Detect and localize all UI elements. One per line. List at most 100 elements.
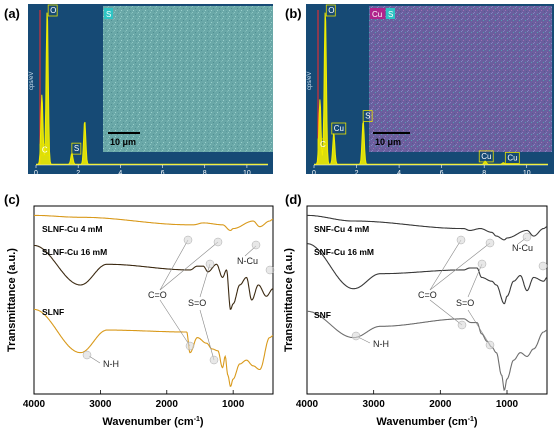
eds-b-map-label-s-box: [386, 8, 395, 19]
ftir-c-annot-so: S=O: [188, 298, 206, 308]
eds-b-peak-label-box: [504, 152, 520, 164]
eds-b-scale-bar: 10 μm: [373, 132, 410, 147]
eds-a-scale-bar: 10 μm: [108, 132, 140, 147]
ftir-c-series-label-3: SLNF: [42, 307, 64, 317]
ftir-c-marker-8: [82, 350, 92, 360]
eds-a-x-tick-label: 10: [243, 170, 251, 177]
ftir-c-series-label-1: SLNF-Cu 4 mM: [42, 224, 102, 234]
eds-b-map-label-cu-box: [370, 8, 385, 19]
ftir-c-annot-ncu: N-Cu: [237, 256, 258, 266]
eds-b-peak-label: O: [328, 6, 334, 15]
eds-a-map: [103, 6, 273, 152]
eds-b-map-label-s-text: S: [388, 10, 393, 19]
eds-a-ylabel: cps/eV: [29, 72, 35, 90]
eds-a-peak-labels: C O S: [39, 4, 82, 156]
ftir-c-series-line-1: [34, 214, 274, 231]
eds-b-x-ticks: 0 2 4 6 8 10: [312, 164, 548, 177]
ftir-c-x-tick-label: 3000: [89, 399, 112, 410]
ftir-c-marker-3: [251, 240, 261, 250]
panel-b: (b) cps/eV 0 2 4 6 8 10 C O Cu S Cu Cu Cu S 10 μm: [285, 4, 554, 177]
ftir-c-x-ticks: 4000 3000 2000 1000: [23, 390, 245, 410]
ftir-c-leader-4: [199, 263, 211, 298]
ftir-d-marker-5: [477, 259, 487, 269]
ftir-c-series-label-2: SLNF-Cu 16 mM: [42, 247, 107, 257]
ftir-d-marker-4: [538, 261, 548, 271]
ftir-d-marker-8: [351, 331, 361, 341]
ftir-c-x-tick-label: 2000: [156, 399, 179, 410]
panel-a-letter: (a): [4, 6, 20, 21]
eds-a-peak-label: S: [74, 144, 79, 153]
eds-a-peak-label-box: [47, 4, 58, 17]
ftir-d-x-ticks: 4000 3000 2000 1000: [296, 390, 519, 410]
eds-b-peak-label-box: [362, 110, 373, 122]
panel-a: (a) cps/eV 0 2 4 6 8 10 C O S S 10 μm: [4, 4, 273, 177]
ftir-d-series-label-1: SNF-Cu 4 mM: [314, 224, 369, 234]
ftir-d-series-line-2: [307, 243, 548, 305]
ftir-d-series-label-3: SNF: [314, 310, 331, 320]
panel-b-letter: (b): [285, 6, 302, 21]
eds-a-scale-text: 10 μm: [110, 137, 136, 147]
ftir-d-leader-5: [467, 309, 491, 346]
ftir-c-series-line-3: [34, 308, 274, 388]
eds-a-spectrum: [36, 12, 268, 165]
ftir-d-leader-3: [429, 299, 463, 326]
eds-a-x-ticks: 0 2 4 6 8 10: [34, 164, 268, 177]
ftir-c-xlabel-sup: -1: [194, 416, 200, 423]
ftir-d-series-label-2: SNF-Cu 16 mM: [314, 247, 374, 257]
eds-a-peak-label-box: [71, 142, 82, 155]
eds-b-x-tick-label: 0: [312, 170, 316, 177]
ftir-c-frame: [33, 205, 274, 395]
eds-b-peak-label-box: [317, 138, 328, 151]
eds-b-map-label-s: S: [386, 8, 395, 19]
ftir-d-xlabel: Wavenumber (cm-1): [376, 416, 478, 428]
panel-d: (d) 4000 3000 2000 1000 Transmittance (a.u.…: [283, 192, 548, 428]
eds-b-peak-label-box: [331, 122, 347, 135]
ftir-c-xlabel-close: ): [200, 416, 204, 428]
ftir-d-ylabel: Transmittance (a.u.): [283, 248, 295, 352]
eds-b-ylabel: cps/eV: [307, 72, 313, 90]
ftir-d-series-line-3: [307, 310, 548, 392]
eds-b-peak-label-box: [478, 150, 494, 163]
ftir-c-x-tick-label: 1000: [222, 399, 245, 410]
ftir-c-annot-nh: N-H: [103, 359, 119, 369]
eds-a-peak-label: C: [42, 145, 48, 154]
eds-a-x-tick-label: 8: [203, 170, 207, 177]
ftir-d-leader-1: [429, 239, 462, 291]
ftir-d-marker-3: [522, 232, 532, 242]
ftir-d-annot-so: S=O: [456, 298, 474, 308]
eds-a-peak-label: O: [50, 6, 56, 15]
eds-b-peak-label: S: [365, 112, 370, 121]
eds-b-peak-labels: C O Cu S Cu Cu: [317, 4, 520, 164]
panel-c-letter: (c): [4, 192, 20, 207]
eds-a-x-tick-label: 0: [34, 170, 38, 177]
panel-d-letter: (d): [285, 192, 302, 207]
eds-a-x-tick-label: 6: [161, 170, 165, 177]
ftir-c-marker-1: [183, 235, 193, 245]
ftir-c-curves: [34, 214, 274, 388]
panel-c: (c) 4000 3000 2000 1000 Transmittance (a.u.…: [4, 192, 275, 428]
ftir-d-marker-7: [485, 340, 495, 350]
ftir-c-annot-co: C=O: [148, 290, 167, 300]
ftir-d-xlabel-close: ): [474, 416, 478, 428]
ftir-c-marker-6: [185, 341, 195, 351]
ftir-d-xlabel-sup: -1: [468, 416, 474, 423]
eds-a-x-tick-label: 4: [118, 170, 122, 177]
eds-b-map-label-cu: Cu: [370, 8, 385, 19]
eds-b-peak-label: Cu: [334, 124, 344, 133]
ftir-d-leader-7: [357, 336, 371, 344]
eds-b-map: [369, 6, 552, 152]
ftir-c-xlabel-main: Wavenumber (cm: [102, 416, 194, 428]
eds-b-x-tick-label: 6: [440, 170, 444, 177]
ftir-d-x-tick-label: 4000: [296, 399, 319, 410]
ftir-d-frame: [306, 205, 548, 395]
ftir-d-series-line-1: [307, 214, 548, 241]
ftir-d-marker-6: [457, 320, 467, 330]
ftir-d-annotations: N-Cu C=O S=O N-H: [351, 232, 548, 350]
ftir-c-ylabel: Transmittance (a.u.): [6, 248, 18, 352]
ftir-d-x-tick-label: 1000: [496, 399, 519, 410]
eds-b-peak-label: C: [320, 140, 326, 149]
eds-b-x-tick-label: 10: [523, 170, 531, 177]
ftir-c-leader-2: [159, 241, 219, 291]
eds-b-spectrum: [314, 12, 548, 165]
